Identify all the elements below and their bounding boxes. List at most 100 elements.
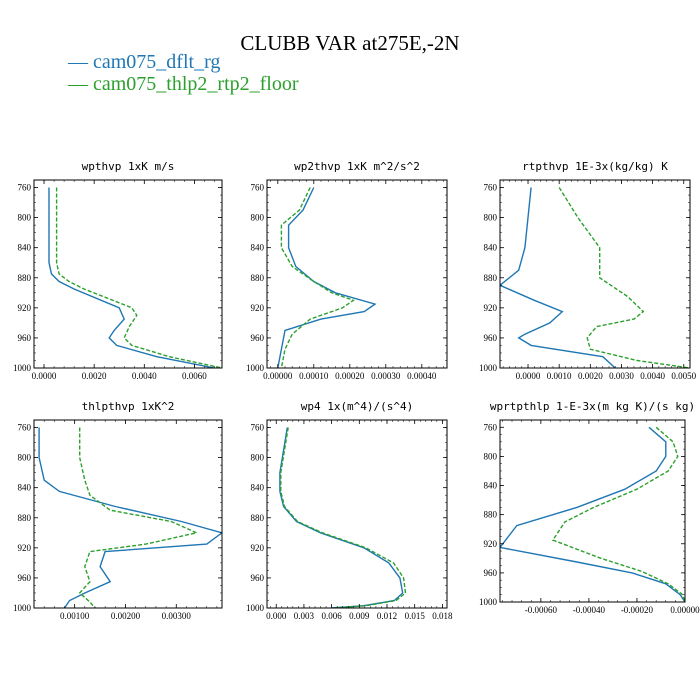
- series-line-2: [280, 187, 355, 368]
- panel-5: wp4 1x(m^4)/(s^4)76080084088092096010000…: [246, 400, 453, 621]
- y-tick-label: 960: [18, 573, 32, 583]
- plot-frame: [33, 419, 223, 609]
- panel-4: thlpthvp 1xK^2 760 800 840 880 920 960 1000 0.00…: [13, 400, 223, 621]
- y-tick-label: 760: [484, 183, 498, 193]
- plot-frame: [33, 179, 223, 369]
- series-line-1: [500, 426, 685, 602]
- series-line-1: [277, 187, 377, 368]
- legend-entry-dflt-rg: — cam075_dflt_rg: [67, 51, 220, 73]
- y-tick-label: 800: [251, 453, 265, 463]
- x-tick-label: 0.009: [349, 611, 370, 621]
- figure-title: CLUBB VAR at275E,-2N: [240, 31, 459, 55]
- y-tick-label: 880: [18, 513, 32, 523]
- y-tick-label: 880: [484, 273, 498, 283]
- y-tick-label: 920: [484, 539, 498, 549]
- plot-frame: [499, 179, 691, 369]
- y-tick-label: 840: [18, 483, 32, 493]
- x-tick-label: 0.003: [294, 611, 315, 621]
- y-tick-label: 760: [484, 422, 498, 432]
- y-tick-label: 1000: [246, 363, 265, 373]
- plot-frame: [266, 179, 448, 369]
- x-tick-label: 0.0010: [547, 371, 572, 381]
- y-tick-label: 920: [18, 303, 32, 313]
- series-line-1: [38, 427, 222, 608]
- panel-title: wpthvp 1xK m/s: [82, 160, 175, 173]
- y-tick-label: 1000: [246, 603, 265, 613]
- panel-1: wpthvp 1xK m/s76080084088092096010000.00…: [13, 160, 223, 381]
- x-tick-label: 0.00300: [162, 611, 192, 621]
- panel-title: wprtpthlp 1-E-3x(m kg K)/(s kg): [490, 400, 695, 413]
- y-tick-label: 1000: [479, 597, 498, 607]
- panel-title: thlpthvp 1xK^2: [82, 400, 175, 413]
- panel-title: wp2thvp 1xK m^2/s^2: [294, 160, 420, 173]
- x-tick-label: 0.0020: [578, 371, 603, 381]
- y-tick-label: 840: [484, 481, 498, 491]
- y-tick-label: 800: [251, 213, 265, 223]
- y-tick-label: 960: [18, 333, 32, 343]
- x-tick-label: 0.00020: [335, 371, 365, 381]
- panel-3: rtpthvp 1E-3x(kg/kg) K 760 800 840 880 920 960…: [479, 160, 697, 381]
- x-tick-label: 0.015: [405, 611, 426, 621]
- panel-2: wp2thvp 1xK m^2/s^2 760 800 840 880 920 960 100…: [246, 160, 448, 381]
- series-line-2: [558, 187, 690, 368]
- x-tick-label: 0.00200: [111, 611, 141, 621]
- x-tick-label: 0.0020: [82, 371, 107, 381]
- y-tick-label: 880: [251, 513, 265, 523]
- y-tick-label: 960: [251, 573, 265, 583]
- legend-entry-thlp2-rtp2-floor: — cam075_thlp2_rtp2_floor: [67, 73, 299, 95]
- series-line-2: [55, 187, 222, 368]
- y-tick-label: 1000: [13, 603, 32, 613]
- x-tick-label: 0.0000: [32, 371, 57, 381]
- x-tick-label: -0.00060: [525, 605, 558, 615]
- y-tick-label: 920: [18, 543, 32, 553]
- x-tick-label: 0.000: [266, 611, 287, 621]
- y-tick-label: 960: [484, 568, 498, 578]
- plot-frame: [266, 419, 448, 609]
- x-tick-label: 0.018: [432, 611, 453, 621]
- y-tick-label: 760: [251, 183, 265, 193]
- x-tick-label: -0.00040: [573, 605, 606, 615]
- panel-title: wp4 1x(m^4)/(s^4): [301, 400, 414, 413]
- x-tick-label: 0.0060: [182, 371, 207, 381]
- y-tick-label: 920: [251, 543, 265, 553]
- y-tick-label: 920: [251, 303, 265, 313]
- y-tick-label: 800: [18, 453, 32, 463]
- y-tick-label: 840: [484, 243, 498, 253]
- x-tick-label: 0.0050: [671, 371, 696, 381]
- y-tick-label: 840: [251, 243, 265, 253]
- y-tick-label: 800: [484, 213, 498, 223]
- y-tick-label: 800: [18, 213, 32, 223]
- y-tick-label: 960: [484, 333, 498, 343]
- x-tick-label: 0.00000: [670, 605, 700, 615]
- y-tick-label: 880: [251, 273, 265, 283]
- y-tick-label: 800: [484, 451, 498, 461]
- series-line-1: [279, 427, 404, 608]
- x-tick-label: 0.00010: [299, 371, 329, 381]
- x-tick-label: 0.0040: [132, 371, 157, 381]
- y-tick-label: 840: [251, 483, 265, 493]
- x-tick-label: 0.00100: [60, 611, 90, 621]
- y-tick-label: 920: [484, 303, 498, 313]
- y-tick-label: 760: [18, 183, 32, 193]
- series-line-1: [500, 187, 616, 368]
- y-tick-label: 760: [251, 423, 265, 433]
- panel-grid: wpthvp 1xK m/s76080084088092096010000.00…: [13, 160, 700, 621]
- x-tick-label: -0.00020: [621, 605, 654, 615]
- y-tick-label: 840: [18, 243, 32, 253]
- x-tick-label: 0.012: [377, 611, 397, 621]
- series-line-1: [48, 187, 215, 368]
- y-tick-label: 880: [484, 510, 498, 520]
- series-line-2: [551, 426, 685, 602]
- y-tick-label: 1000: [13, 363, 32, 373]
- x-tick-label: 0.0000: [516, 371, 541, 381]
- y-tick-label: 880: [18, 273, 32, 283]
- x-tick-label: 0.0030: [609, 371, 634, 381]
- y-tick-label: 760: [18, 423, 32, 433]
- y-tick-label: 960: [251, 333, 265, 343]
- x-tick-label: 0.00000: [263, 371, 293, 381]
- plot-frame: [499, 419, 686, 603]
- series-line-2: [78, 427, 199, 608]
- x-tick-label: 0.00040: [407, 371, 437, 381]
- x-tick-label: 0.006: [321, 611, 342, 621]
